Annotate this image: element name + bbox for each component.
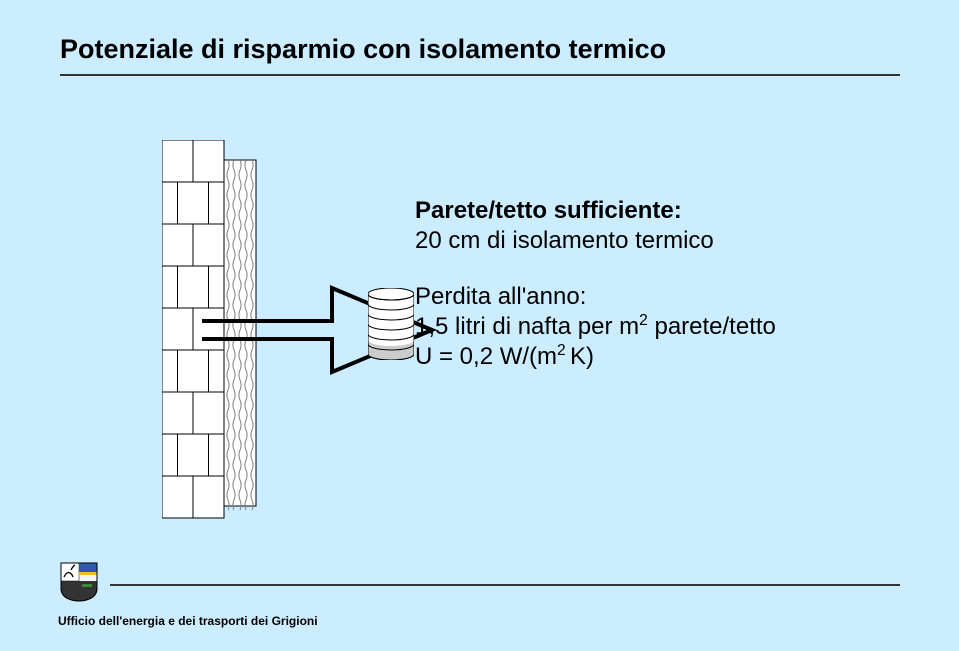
title-underline: [60, 74, 900, 76]
barrel-icon: [368, 288, 414, 360]
body-line-3: U = 0,2 W/(m2 K): [415, 342, 776, 372]
heading-line-1: Parete/tetto sufficiente:: [415, 196, 776, 226]
slide-title: Potenziale di risparmio con isolamento t…: [60, 34, 666, 65]
shield-icon: [58, 560, 100, 602]
body-line-1: Perdita all'anno:: [415, 282, 776, 312]
footer-text: Ufficio dell'energia e dei trasporti dei…: [58, 614, 318, 628]
body-line-2: 1,5 litri di nafta per m2 parete/tetto: [415, 312, 776, 342]
canton-logo: [58, 560, 100, 602]
footer-underline: [110, 584, 900, 586]
slide: Potenziale di risparmio con isolamento t…: [0, 0, 959, 651]
oil-barrel: [368, 288, 414, 360]
content-text: Parete/tetto sufficiente: 20 cm di isola…: [415, 196, 776, 398]
wall-diagram: [162, 140, 392, 520]
heading-line-2: 20 cm di isolamento termico: [415, 226, 776, 256]
